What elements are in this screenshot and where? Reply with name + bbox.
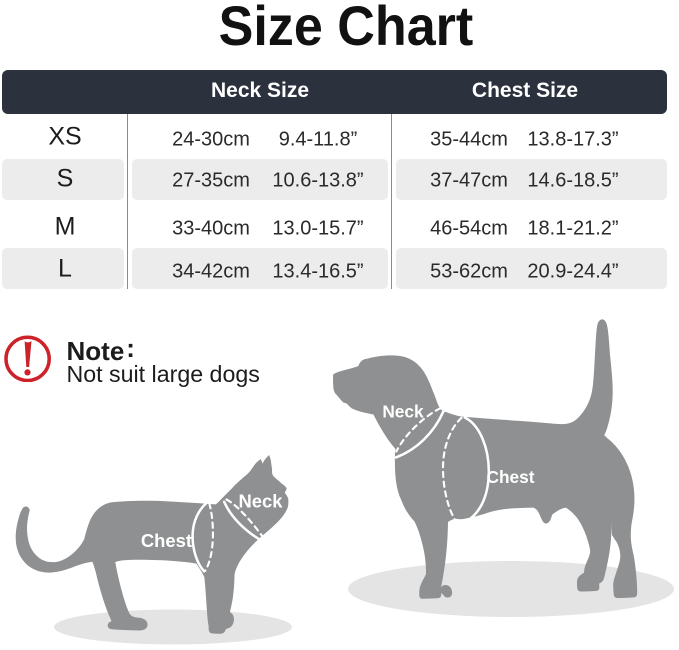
svg-text:Neck: Neck: [382, 402, 424, 422]
svg-text:Chest: Chest: [486, 467, 534, 487]
svg-text:Chest: Chest: [141, 530, 192, 551]
svg-text:Neck: Neck: [239, 491, 284, 512]
